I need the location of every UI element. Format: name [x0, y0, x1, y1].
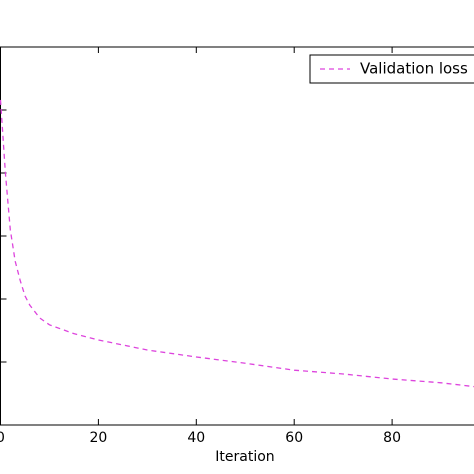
x-tick-label: 80	[383, 430, 401, 446]
legend-label: Validation loss	[360, 60, 468, 78]
x-tick-label: 60	[285, 430, 303, 446]
line-series	[0, 99, 474, 388]
x-tick-label: 0	[0, 430, 5, 446]
x-axis-label: Iteration	[215, 449, 274, 465]
legend-box	[309, 54, 474, 84]
x-tick-label: 40	[187, 430, 205, 446]
plot-frame	[0, 46, 474, 426]
x-tick-label: 20	[89, 430, 107, 446]
